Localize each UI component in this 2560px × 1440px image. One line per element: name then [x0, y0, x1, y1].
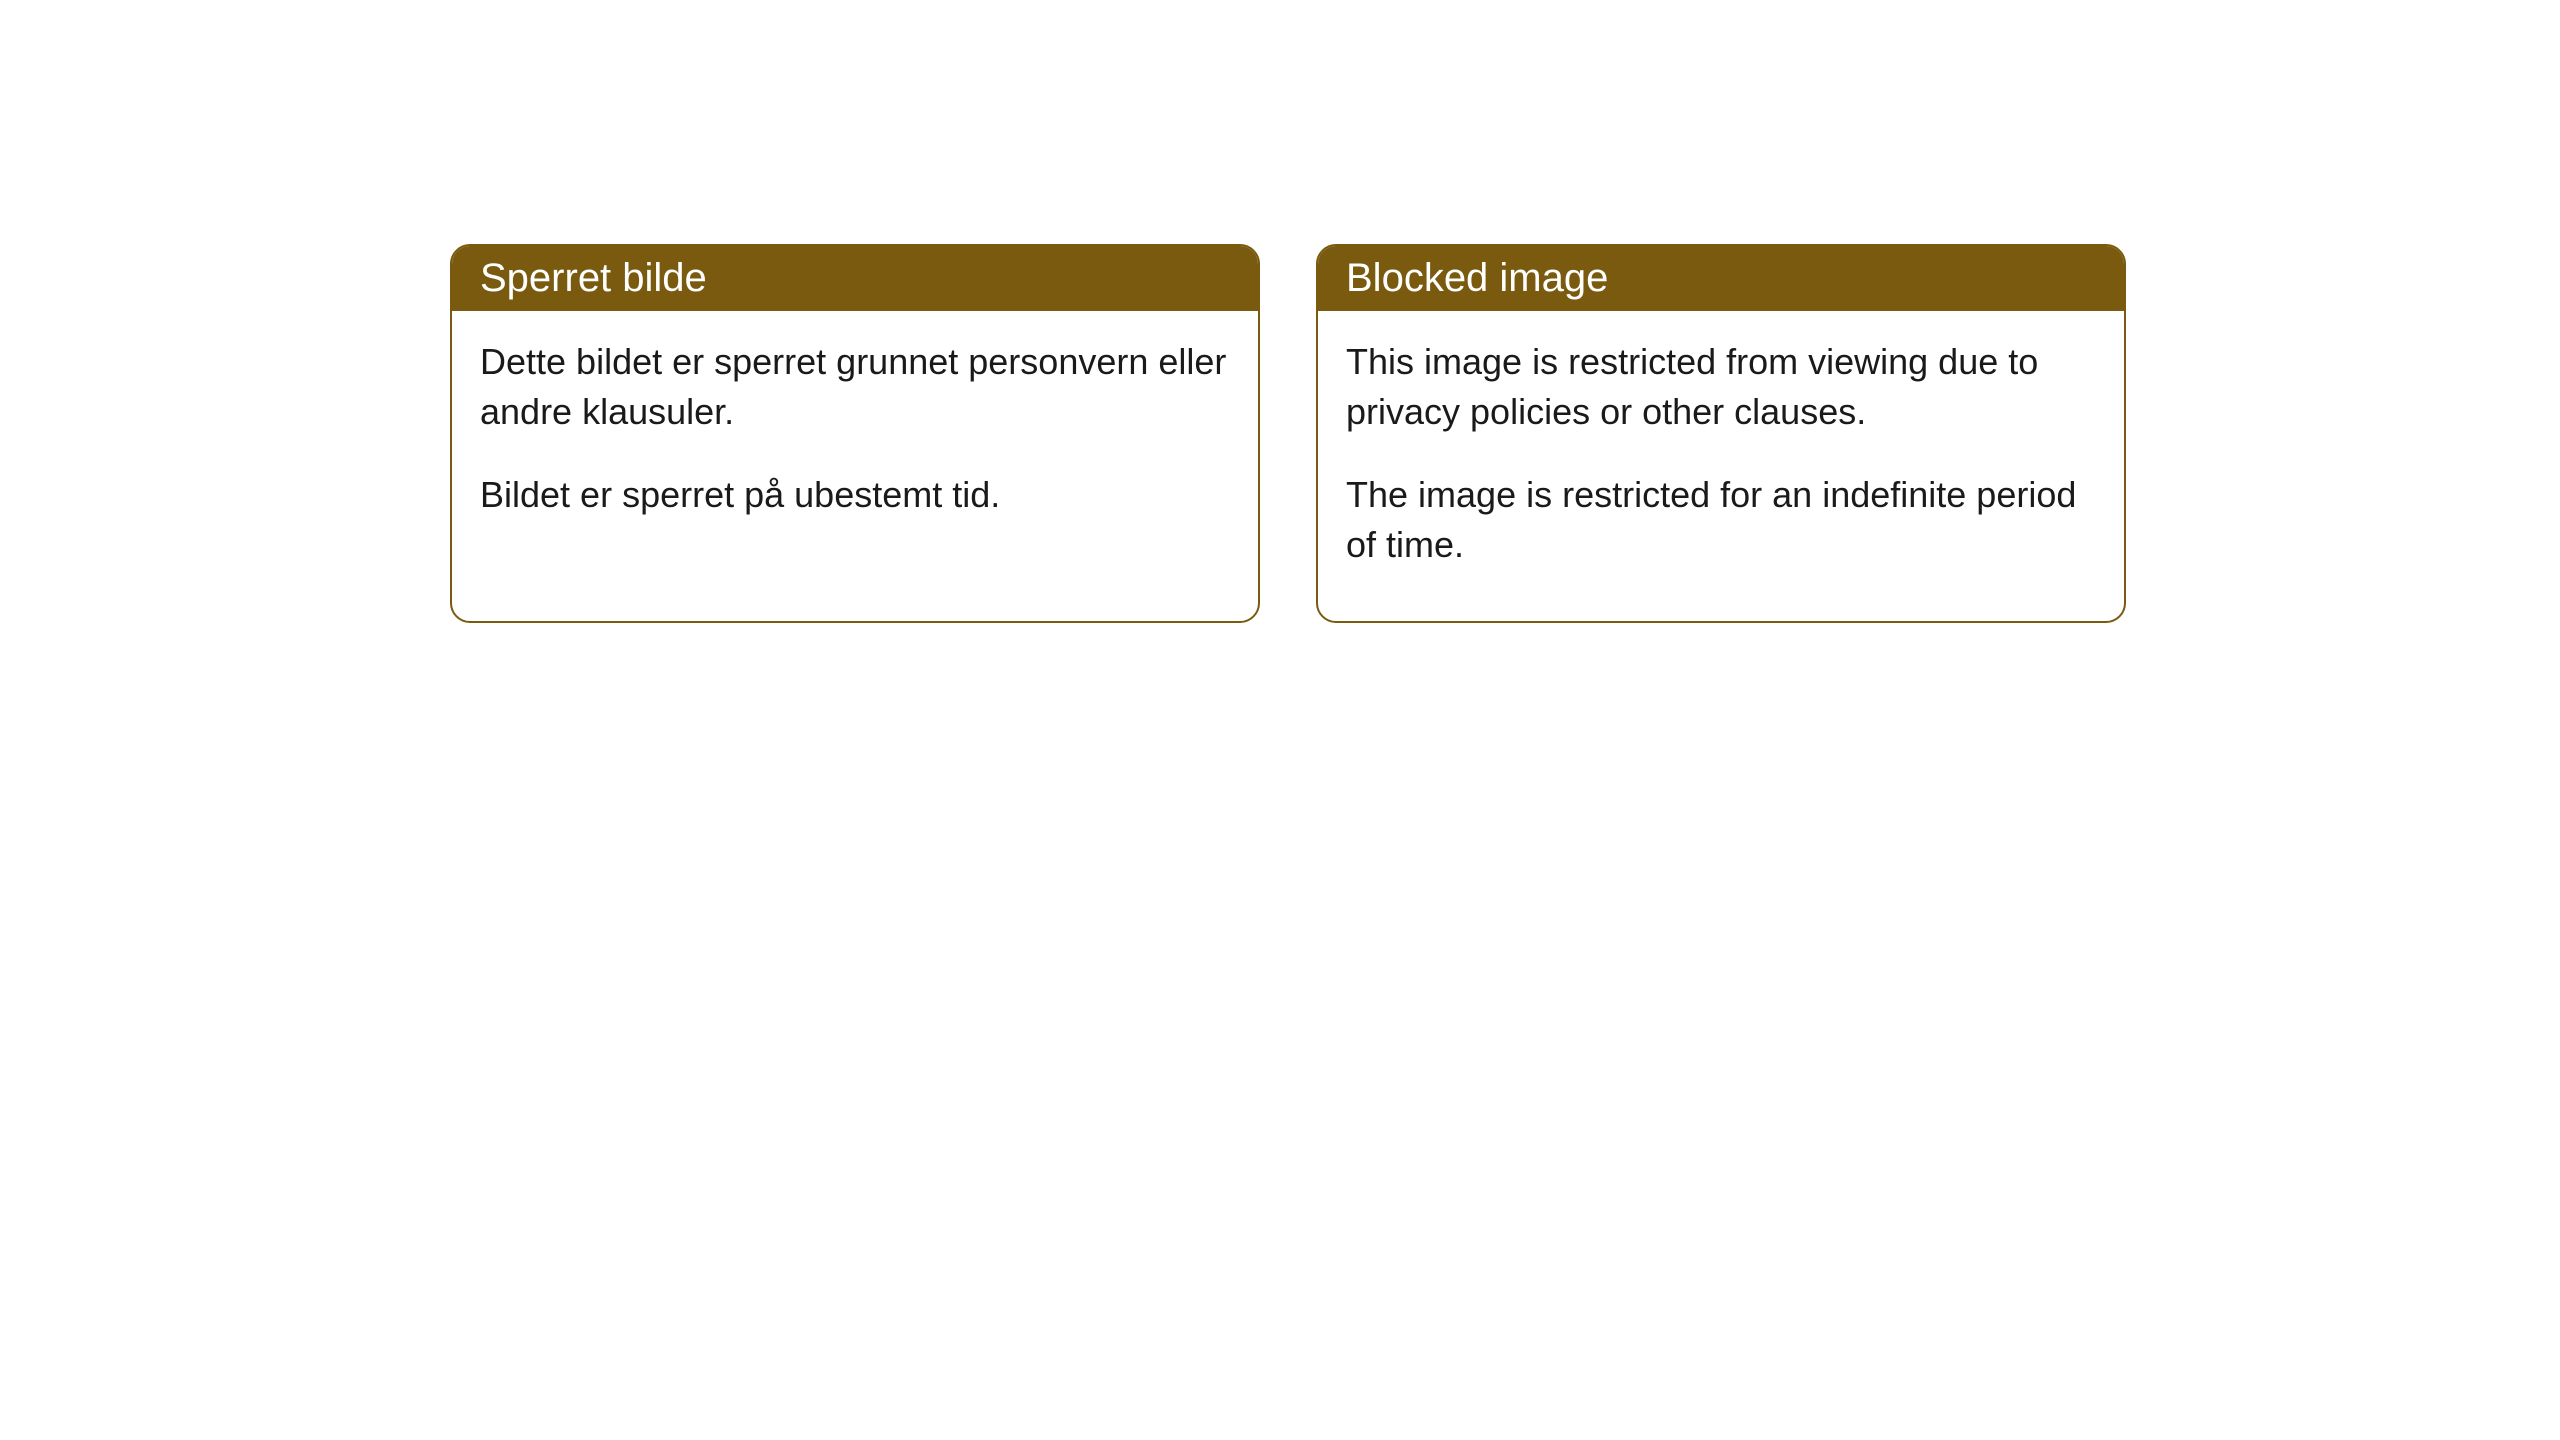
card-body-norwegian: Dette bildet er sperret grunnet personve…	[452, 311, 1258, 570]
card-title-norwegian: Sperret bilde	[480, 256, 707, 300]
card-para1-english: This image is restricted from viewing du…	[1346, 337, 2096, 438]
card-header-norwegian: Sperret bilde	[452, 246, 1258, 311]
card-para2-english: The image is restricted for an indefinit…	[1346, 470, 2096, 571]
card-para2-norwegian: Bildet er sperret på ubestemt tid.	[480, 470, 1230, 520]
card-body-english: This image is restricted from viewing du…	[1318, 311, 2124, 621]
card-para1-norwegian: Dette bildet er sperret grunnet personve…	[480, 337, 1230, 438]
cards-container: Sperret bilde Dette bildet er sperret gr…	[0, 0, 2560, 623]
card-norwegian: Sperret bilde Dette bildet er sperret gr…	[450, 244, 1260, 623]
card-header-english: Blocked image	[1318, 246, 2124, 311]
card-title-english: Blocked image	[1346, 256, 1608, 300]
card-english: Blocked image This image is restricted f…	[1316, 244, 2126, 623]
